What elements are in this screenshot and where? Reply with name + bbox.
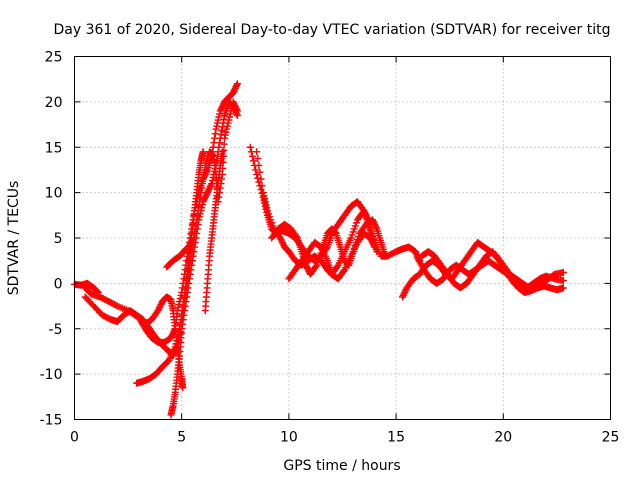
y-tick-label: -10 (40, 367, 63, 383)
data-point (211, 130, 219, 138)
series-track-9 (253, 148, 381, 278)
chart-title: Day 361 of 2020, Sidereal Day-to-day VTE… (54, 22, 611, 38)
data-point (188, 239, 196, 247)
data-point (195, 202, 203, 210)
data-point (196, 193, 204, 201)
data-point (218, 148, 226, 156)
data-point (207, 181, 215, 189)
data-point (312, 263, 320, 271)
x-tick-labels: 0 5 10 15 20 25 (70, 430, 619, 446)
y-axis-label: SDTVAR / TECUs (6, 181, 22, 296)
data-point (112, 301, 120, 309)
y-tick-label: 20 (45, 95, 63, 111)
y-tick-label: 0 (54, 276, 63, 292)
data-point (331, 228, 339, 236)
x-tick-label: 10 (280, 430, 298, 446)
data-point (209, 152, 217, 160)
data-point (215, 143, 223, 151)
data-point (233, 81, 241, 89)
data-point (199, 148, 207, 156)
y-tick-label: 10 (45, 186, 63, 202)
series-track-4 (141, 293, 187, 392)
data-point (333, 263, 341, 271)
series-track-6 (163, 239, 196, 271)
data-point (220, 146, 228, 154)
data-point (255, 161, 263, 169)
data-point (198, 184, 206, 192)
axis-ticks (74, 56, 611, 420)
data-point (254, 155, 262, 163)
data-point (252, 166, 260, 174)
data-point (188, 239, 196, 247)
data-point (185, 266, 193, 274)
data-point (559, 268, 567, 276)
y-tick-label: -15 (40, 413, 63, 429)
data-point (256, 168, 264, 176)
data-point (253, 148, 261, 156)
data-point (179, 384, 187, 392)
series-track-8 (246, 143, 424, 265)
data-point (93, 288, 101, 296)
x-tick-label: 5 (177, 430, 186, 446)
series-track-14 (418, 248, 567, 296)
data-point (217, 130, 225, 138)
data-point (373, 248, 381, 256)
data-point (216, 139, 224, 147)
x-tick-label: 0 (70, 430, 79, 446)
x-tick-label: 15 (387, 430, 405, 446)
data-point (292, 232, 300, 240)
x-tick-label: 25 (602, 430, 620, 446)
data-point (559, 284, 567, 292)
data-point (193, 211, 201, 219)
data-point (258, 182, 266, 190)
data-point (246, 143, 254, 151)
x-tick-label: 20 (494, 430, 512, 446)
data-point (187, 240, 195, 248)
data-point (254, 174, 262, 182)
data-point (208, 151, 216, 159)
data-point (218, 123, 226, 131)
data-point (371, 243, 379, 251)
y-tick-label: 25 (45, 50, 63, 66)
data-point (370, 242, 378, 250)
series-track-7 (201, 148, 226, 315)
data-point (340, 267, 348, 275)
y-tick-label: -5 (49, 322, 63, 338)
series-track-2 (81, 98, 241, 360)
y-tick-labels: -15 -10 -5 0 5 10 15 20 25 (40, 50, 63, 429)
data-series (71, 80, 567, 419)
x-axis-label: GPS time / hours (283, 458, 400, 474)
data-point (233, 105, 241, 113)
series-track-11 (285, 229, 379, 283)
data-point (372, 223, 380, 231)
data-point (220, 115, 228, 123)
data-point (559, 277, 567, 285)
data-point (248, 152, 256, 160)
data-point (220, 140, 228, 148)
data-point (250, 157, 258, 165)
data-point (94, 288, 102, 296)
data-point (381, 252, 389, 260)
data-point (218, 127, 226, 135)
data-point (233, 107, 241, 115)
data-point (93, 287, 101, 295)
data-point (233, 80, 241, 88)
data-point (257, 175, 265, 183)
data-point (199, 175, 207, 183)
grid (74, 56, 611, 420)
y-tick-label: 5 (54, 231, 63, 247)
y-tick-label: 15 (45, 140, 63, 156)
